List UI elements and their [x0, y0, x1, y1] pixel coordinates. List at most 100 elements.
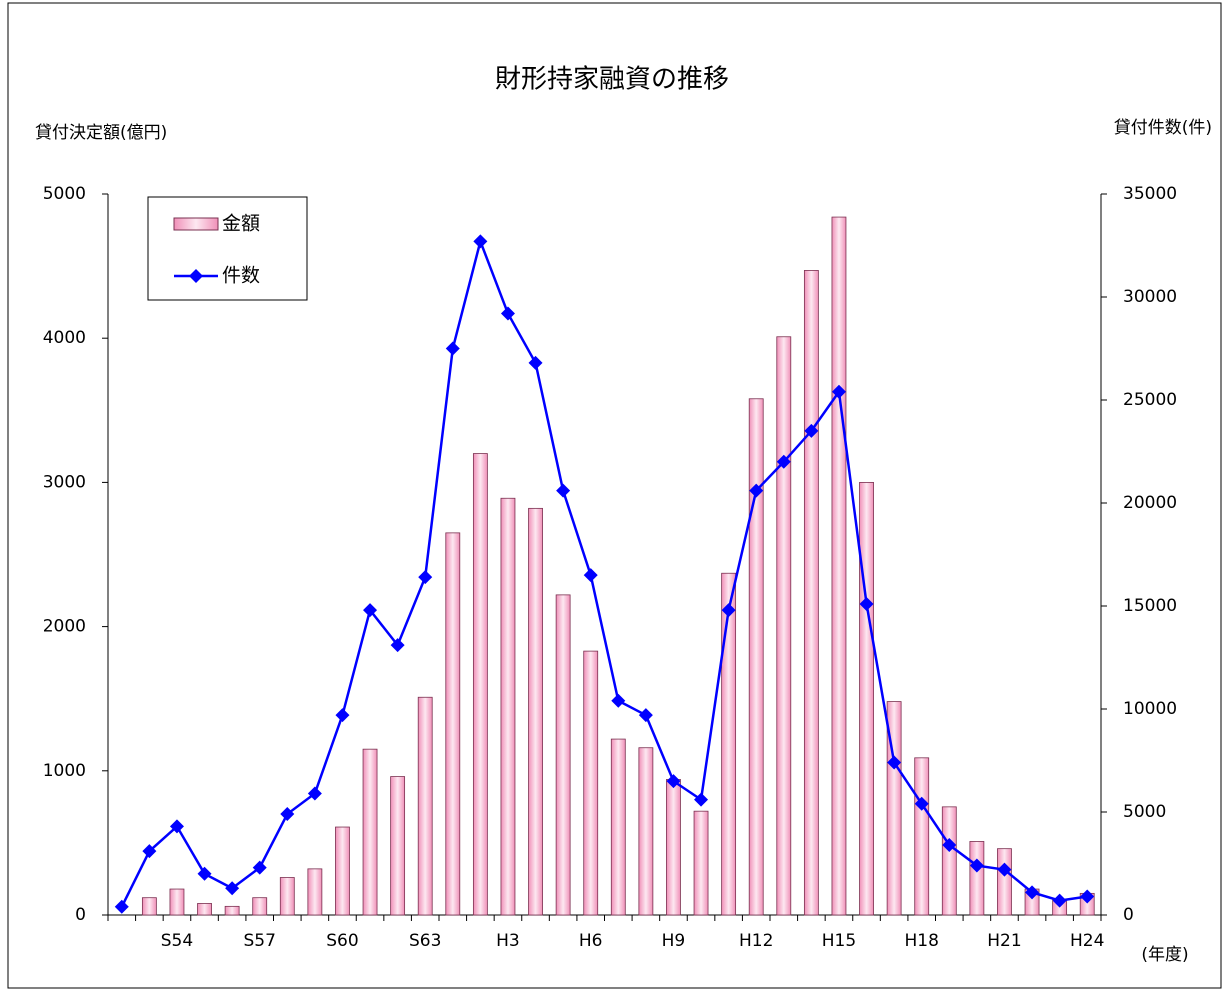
line-marker [335, 708, 350, 723]
bar [666, 779, 681, 916]
legend-box [147, 196, 308, 301]
bar [307, 868, 323, 916]
bar [141, 897, 157, 916]
x-tick-label: H18 [904, 931, 938, 951]
line-marker [280, 807, 295, 822]
x-axis-title: (年度) [1141, 945, 1188, 965]
x-tick-label: H24 [1070, 931, 1104, 951]
bar [362, 748, 378, 916]
y2-tick-label: 10000 [1123, 699, 1177, 719]
line-marker [473, 234, 488, 249]
y-axis-title: 貸付決定額(億円) [35, 123, 167, 143]
bar [224, 905, 240, 916]
line-marker [887, 755, 902, 770]
x-tick-label: H9 [662, 931, 686, 951]
line-marker [363, 603, 378, 618]
bar [610, 738, 626, 916]
line-marker [500, 306, 515, 321]
bar [721, 572, 737, 916]
bar [417, 696, 433, 916]
x-tick-label: S57 [243, 931, 275, 951]
line-marker [114, 899, 129, 914]
bar [914, 757, 930, 916]
x-tick-label: S54 [161, 931, 193, 951]
bar [776, 336, 792, 916]
y2-axis-title: 貸付件数(件) [1114, 118, 1212, 138]
x-tick-label: S63 [409, 931, 441, 951]
line-marker [418, 570, 433, 585]
x-tick-label: H3 [496, 931, 520, 951]
line-marker [1080, 889, 1095, 904]
line-marker [776, 454, 791, 469]
line-marker [307, 786, 322, 801]
legend-label: 金額 [222, 213, 260, 235]
y2-tick-label: 20000 [1123, 493, 1177, 513]
line-marker [225, 881, 240, 896]
line-marker [556, 483, 571, 498]
line-marker [859, 596, 874, 611]
y2-tick-label: 0 [1123, 905, 1134, 925]
y-tick-label: 0 [75, 905, 86, 925]
y-tick-label: 1000 [43, 761, 86, 781]
legend-swatch [173, 217, 219, 231]
bar [335, 826, 350, 916]
bar [169, 888, 185, 916]
y2-tick-label: 15000 [1123, 596, 1177, 616]
line-marker [583, 568, 598, 583]
bar [279, 877, 295, 916]
line-marker [831, 384, 846, 399]
bar [859, 481, 874, 916]
line-marker [1025, 885, 1040, 900]
line-marker [914, 796, 929, 811]
line-marker [749, 483, 764, 498]
line-marker [1052, 893, 1067, 908]
line-marker [611, 693, 626, 708]
line-marker [721, 603, 736, 618]
line-marker [804, 423, 819, 438]
bar [252, 897, 268, 916]
bar [803, 270, 819, 916]
x-tick-label: H15 [822, 931, 856, 951]
bar [500, 497, 516, 916]
line-marker [197, 866, 212, 881]
y2-tick-label: 25000 [1123, 390, 1177, 410]
bar [997, 848, 1012, 916]
line-marker [997, 862, 1012, 877]
y-tick-label: 5000 [43, 184, 86, 204]
line-marker [638, 708, 653, 723]
bar [693, 810, 709, 916]
x-tick-label: H12 [739, 931, 773, 951]
y2-tick-label: 5000 [1123, 802, 1166, 822]
bar [445, 532, 461, 916]
line-marker [445, 341, 460, 356]
y-tick-label: 3000 [43, 472, 86, 492]
bar [969, 841, 985, 916]
bar [472, 453, 488, 916]
line-marker [169, 819, 184, 834]
x-tick-label: H21 [987, 931, 1021, 951]
line-marker [666, 774, 681, 789]
legend-swatch [189, 269, 203, 283]
legend-label: 件数 [222, 265, 260, 287]
bar [555, 594, 571, 916]
line-marker [942, 837, 957, 852]
y-tick-label: 4000 [43, 328, 86, 348]
line-marker [694, 792, 709, 807]
line-marker [142, 844, 157, 859]
bar [583, 650, 599, 916]
y2-tick-label: 35000 [1123, 184, 1177, 204]
chart-title: 財形持家融資の推移 [495, 65, 729, 95]
line-marker [390, 638, 405, 653]
line-marker [528, 355, 543, 370]
y2-tick-label: 30000 [1123, 287, 1177, 307]
x-tick-label: H6 [579, 931, 603, 951]
bar [886, 701, 902, 916]
line-marker [969, 858, 984, 873]
line-marker [252, 860, 267, 875]
bar [748, 398, 764, 916]
y-tick-label: 2000 [43, 617, 86, 637]
bar [197, 903, 212, 916]
bar [941, 806, 957, 916]
